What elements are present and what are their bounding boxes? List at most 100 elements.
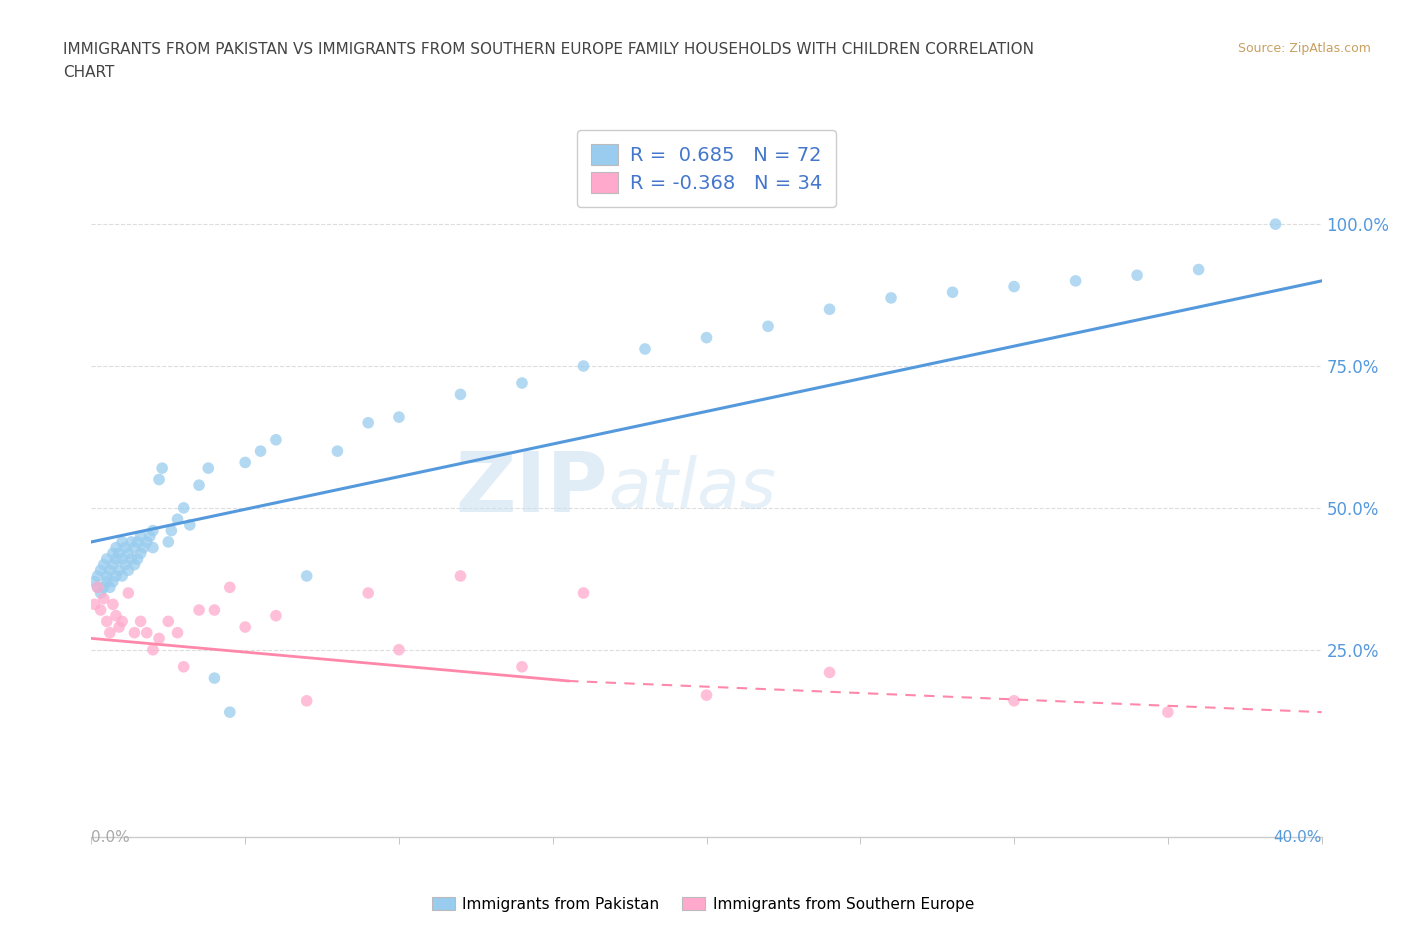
Point	[86, 580, 108, 595]
Point	[1002, 694, 1025, 709]
Point	[132, 540, 155, 555]
Point	[1064, 273, 1087, 288]
Point	[572, 586, 595, 601]
Point	[510, 659, 533, 674]
Point	[818, 665, 841, 680]
Point	[98, 625, 121, 640]
Point	[1264, 217, 1286, 232]
Point	[83, 597, 105, 612]
Point	[111, 568, 134, 583]
Point	[188, 603, 211, 618]
Point	[173, 659, 195, 674]
Point	[233, 619, 256, 634]
Point	[124, 625, 146, 640]
Point	[295, 694, 318, 709]
Point	[880, 290, 903, 305]
Point	[129, 546, 152, 561]
Point	[326, 444, 349, 458]
Point	[93, 557, 115, 572]
Legend: Immigrants from Pakistan, Immigrants from Southern Europe: Immigrants from Pakistan, Immigrants fro…	[426, 890, 980, 918]
Point	[148, 631, 170, 645]
Text: 0.0%: 0.0%	[91, 830, 131, 845]
Point	[105, 608, 127, 623]
Point	[173, 500, 195, 515]
Point	[634, 341, 657, 356]
Point	[449, 568, 471, 583]
Point	[295, 568, 318, 583]
Point	[135, 535, 157, 550]
Point	[105, 568, 127, 583]
Point	[157, 614, 180, 629]
Point	[197, 460, 219, 475]
Point	[696, 687, 718, 702]
Point	[108, 619, 131, 634]
Point	[111, 535, 134, 550]
Legend: R =  0.685   N = 72, R = -0.368   N = 34: R = 0.685 N = 72, R = -0.368 N = 34	[578, 130, 835, 206]
Point	[127, 551, 149, 566]
Point	[572, 359, 595, 374]
Point	[96, 551, 118, 566]
Point	[96, 614, 118, 629]
Point	[264, 608, 287, 623]
Point	[127, 535, 149, 550]
Point	[90, 603, 112, 618]
Point	[449, 387, 471, 402]
Point	[129, 529, 152, 544]
Point	[756, 319, 779, 334]
Point	[98, 580, 121, 595]
Point	[124, 540, 146, 555]
Point	[166, 512, 188, 526]
Point	[105, 551, 127, 566]
Text: 40.0%: 40.0%	[1274, 830, 1322, 845]
Text: IMMIGRANTS FROM PAKISTAN VS IMMIGRANTS FROM SOUTHERN EUROPE FAMILY HOUSEHOLDS WI: IMMIGRANTS FROM PAKISTAN VS IMMIGRANTS F…	[63, 42, 1035, 57]
Point	[129, 614, 152, 629]
Point	[388, 643, 411, 658]
Point	[117, 563, 139, 578]
Point	[218, 580, 240, 595]
Point	[114, 540, 136, 555]
Point	[101, 557, 124, 572]
Point	[357, 416, 380, 431]
Point	[124, 557, 146, 572]
Point	[105, 540, 127, 555]
Point	[179, 517, 201, 532]
Point	[142, 643, 165, 658]
Point	[818, 302, 841, 317]
Point	[86, 568, 108, 583]
Point	[96, 568, 118, 583]
Point	[90, 586, 112, 601]
Point	[264, 432, 287, 447]
Point	[108, 563, 131, 578]
Point	[117, 586, 139, 601]
Point	[148, 472, 170, 487]
Point	[510, 376, 533, 391]
Point	[142, 540, 165, 555]
Point	[86, 580, 108, 595]
Point	[101, 574, 124, 589]
Point	[157, 535, 180, 550]
Point	[166, 625, 188, 640]
Point	[1187, 262, 1209, 277]
Point	[96, 574, 118, 589]
Point	[135, 625, 157, 640]
Point	[117, 546, 139, 561]
Point	[357, 586, 380, 601]
Text: Source: ZipAtlas.com: Source: ZipAtlas.com	[1237, 42, 1371, 55]
Point	[111, 614, 134, 629]
Point	[202, 603, 225, 618]
Text: ZIP: ZIP	[456, 448, 607, 529]
Text: CHART: CHART	[63, 65, 115, 80]
Point	[696, 330, 718, 345]
Point	[202, 671, 225, 685]
Point	[1126, 268, 1149, 283]
Point	[93, 580, 115, 595]
Point	[111, 551, 134, 566]
Point	[388, 409, 411, 424]
Point	[101, 546, 124, 561]
Point	[160, 524, 183, 538]
Point	[142, 524, 165, 538]
Point	[98, 563, 121, 578]
Point	[1002, 279, 1025, 294]
Point	[108, 546, 131, 561]
Point	[90, 563, 112, 578]
